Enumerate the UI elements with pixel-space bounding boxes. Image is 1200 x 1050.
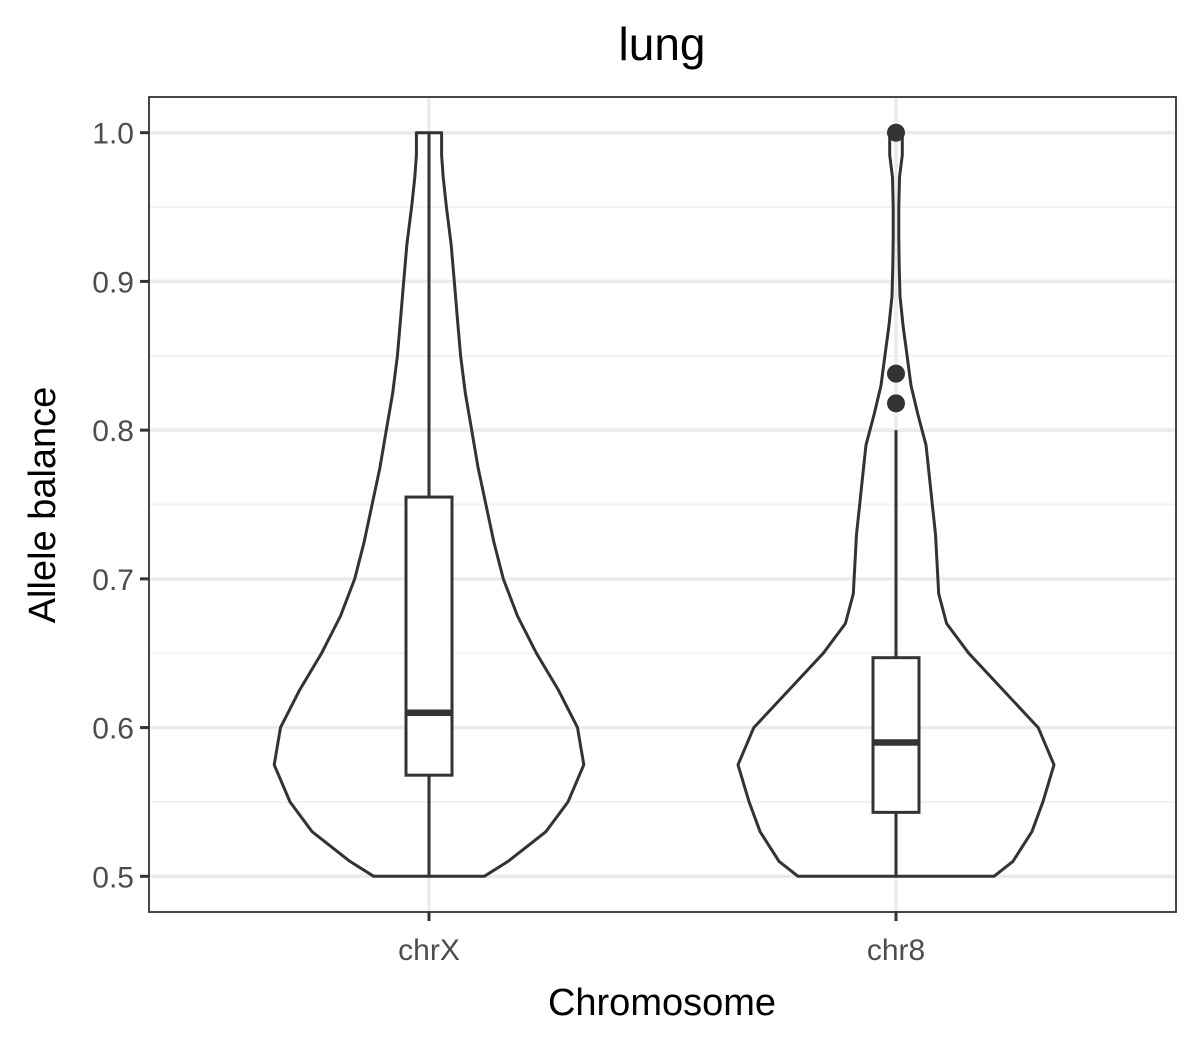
violin-group-chrX <box>272 131 586 878</box>
violin-chrX <box>272 131 586 878</box>
y-tick-label: 0.6 <box>92 713 134 746</box>
box-chr8 <box>871 656 921 814</box>
panel-border <box>148 96 1177 913</box>
chart-title: lung <box>619 18 706 70</box>
x-tick-label-chrX: chrX <box>398 934 460 967</box>
plot-panel <box>148 96 1177 913</box>
outlier-point <box>887 364 905 383</box>
y-tick-label: 0.5 <box>92 861 134 894</box>
y-tick-label: 0.8 <box>92 415 134 448</box>
y-axis-title: Allele balance <box>22 387 64 624</box>
box-chrX <box>404 495 454 777</box>
outlier-point <box>887 123 905 142</box>
y-tick-label: 1.0 <box>92 118 134 151</box>
y-tick-label: 0.9 <box>92 266 134 299</box>
violin-group-chr8 <box>736 123 1056 878</box>
x-tick-label-chr8: chr8 <box>867 934 925 967</box>
x-axis-title: Chromosome <box>548 982 776 1024</box>
y-tick-label: 0.7 <box>92 564 134 597</box>
outlier-point <box>887 394 905 413</box>
